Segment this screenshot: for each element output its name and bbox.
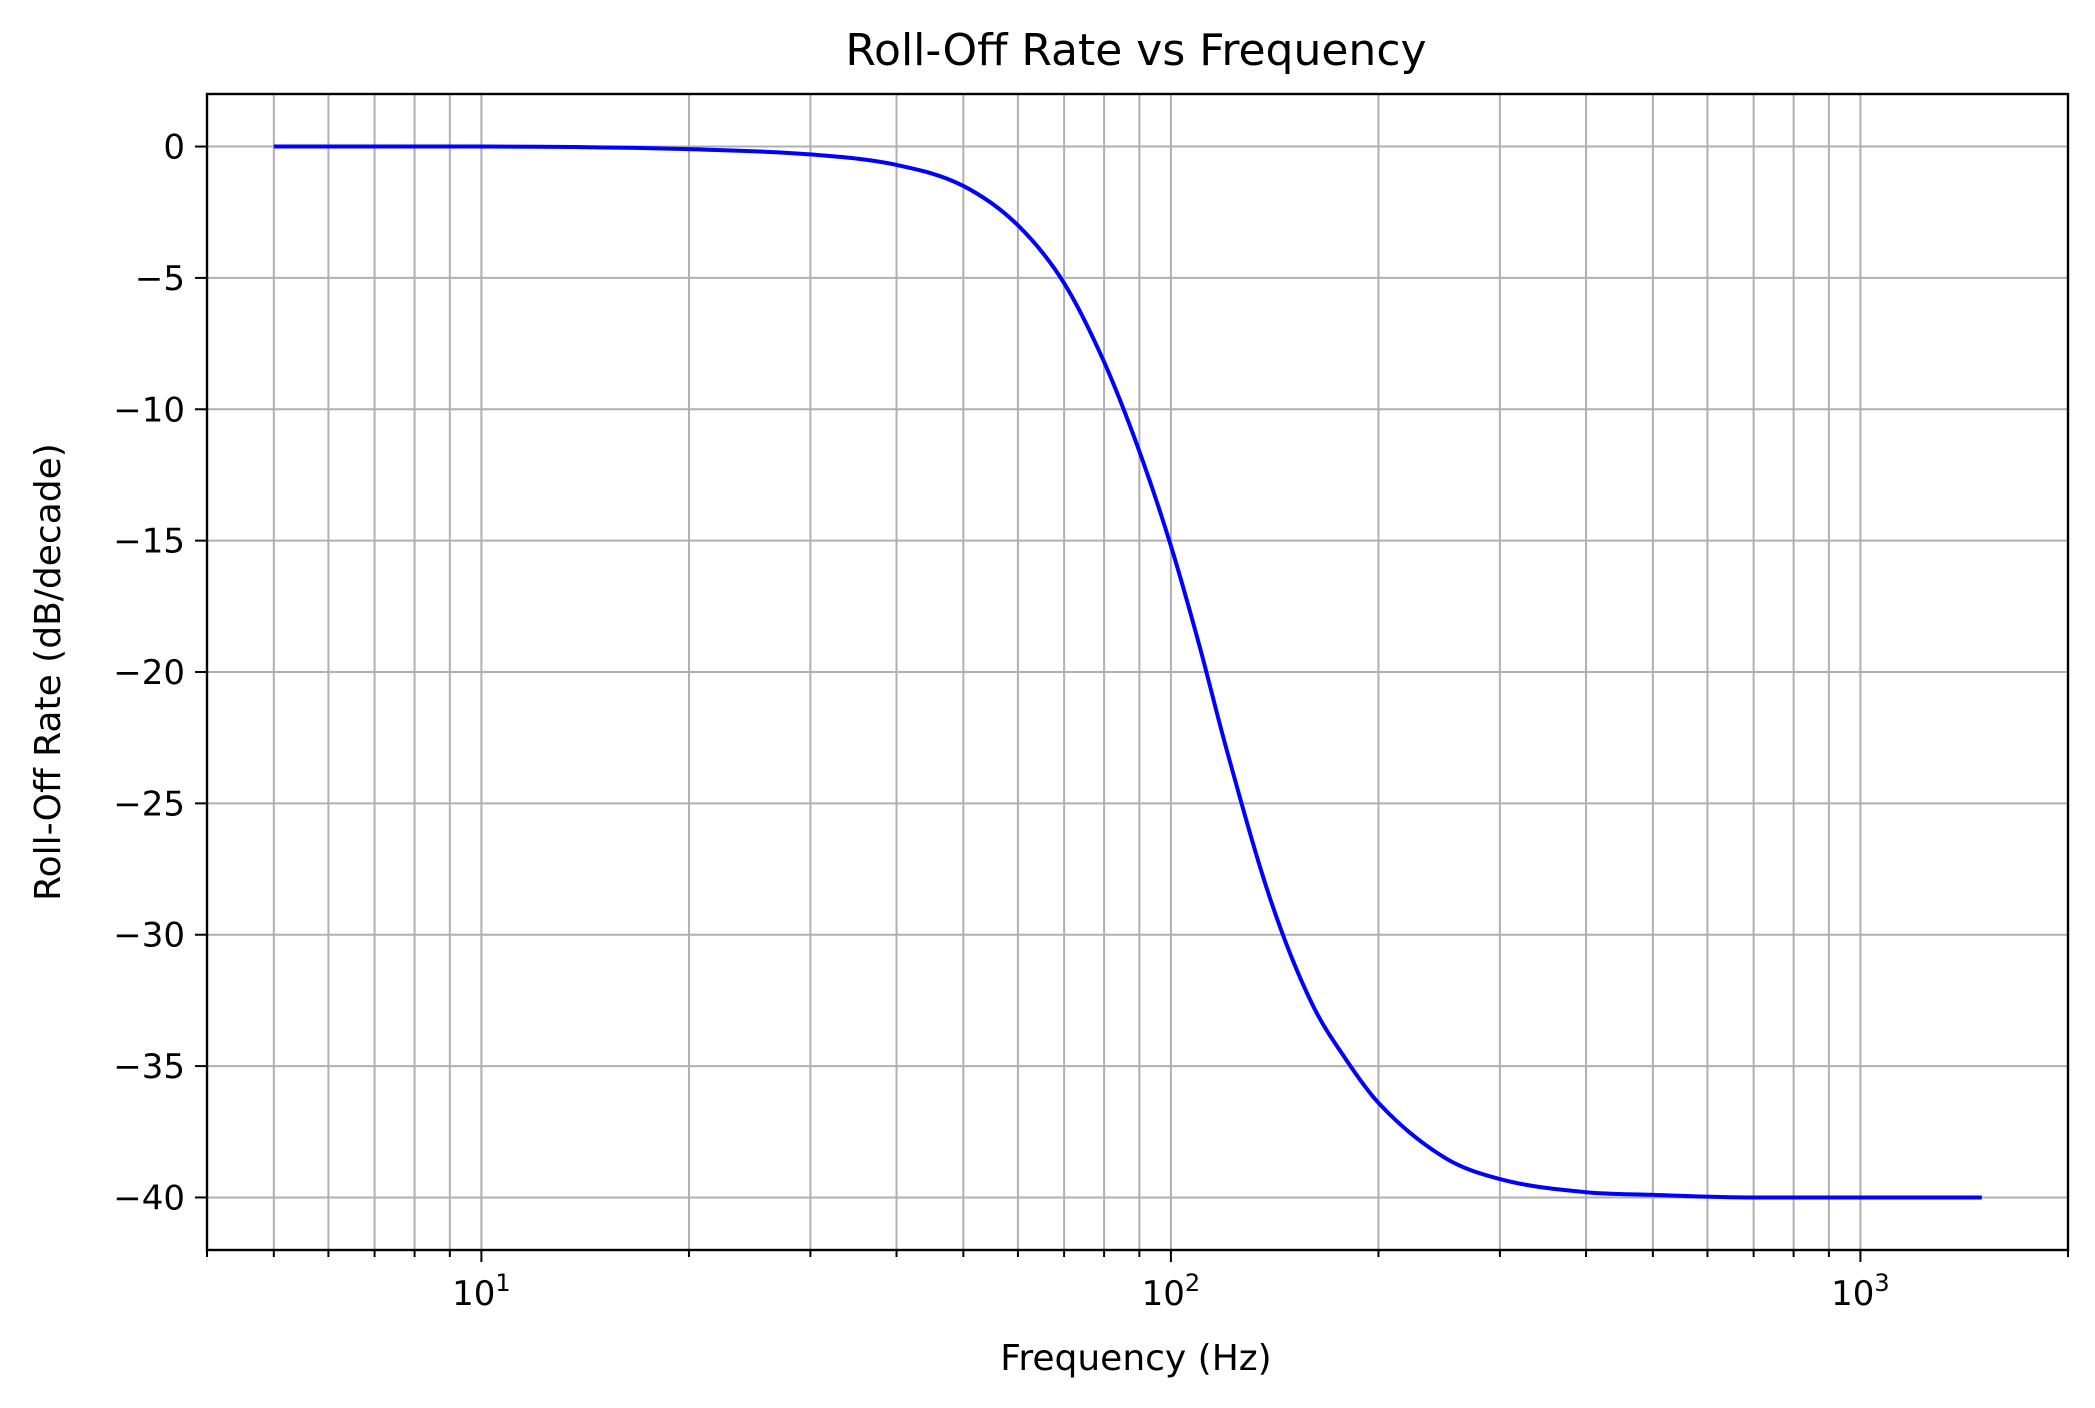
y-tick-label: −40 bbox=[113, 1178, 185, 1218]
y-tick-label: −5 bbox=[135, 259, 185, 299]
y-tick-label: 0 bbox=[163, 128, 185, 168]
series-line bbox=[273, 144, 1982, 1200]
chart-title: Roll-Off Rate vs Frequency bbox=[845, 25, 1426, 76]
grid-lines bbox=[206, 94, 2069, 1250]
x-tick-label-exponent: 1 bbox=[495, 1269, 510, 1297]
series-layer bbox=[273, 144, 1982, 1200]
y-tick-label: −35 bbox=[113, 1047, 185, 1087]
y-tick-label: −20 bbox=[113, 653, 185, 693]
x-tick-label-exponent: 3 bbox=[1874, 1269, 1889, 1297]
x-tick-label: 101 bbox=[452, 1269, 511, 1314]
y-tick-label: −30 bbox=[113, 916, 185, 956]
x-tick-label-base: 10 bbox=[1831, 1274, 1874, 1314]
y-tick-label: −10 bbox=[113, 390, 185, 430]
x-tick-label-base: 10 bbox=[1142, 1274, 1185, 1314]
x-tick-label-base: 10 bbox=[452, 1274, 495, 1314]
x-tick-label: 103 bbox=[1831, 1269, 1890, 1314]
x-tick-label-exponent: 2 bbox=[1185, 1269, 1200, 1297]
y-tick-label: −15 bbox=[113, 522, 185, 562]
y-axis-label: Roll-Off Rate (dB/decade) bbox=[28, 443, 69, 901]
y-tick-label: −25 bbox=[113, 784, 185, 824]
x-tick-label: 102 bbox=[1142, 1269, 1201, 1314]
x-axis-label: Frequency (Hz) bbox=[1000, 1338, 1271, 1379]
